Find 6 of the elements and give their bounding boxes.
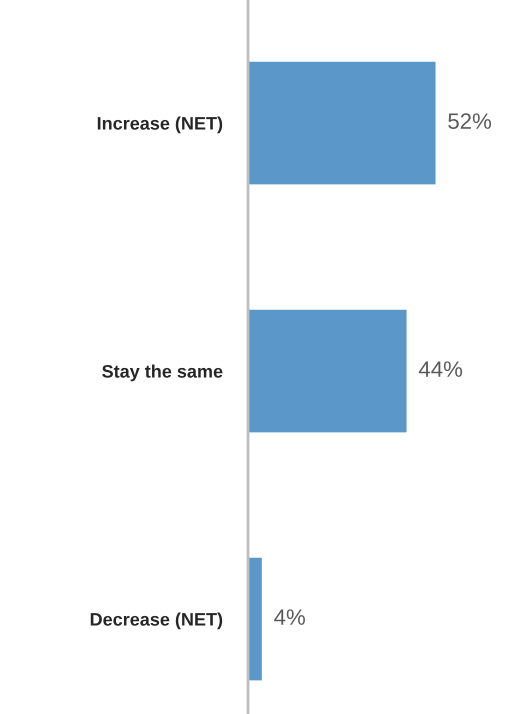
data-label: 44% — [418, 361, 462, 377]
y-tick-label: Stay the same — [102, 364, 222, 382]
data-label: 4% — [274, 609, 305, 625]
y-tick-label: Decrease (NET) — [90, 612, 222, 630]
y-tick-label: Increase (NET) — [98, 116, 222, 134]
data-label: 52% — [448, 113, 492, 129]
